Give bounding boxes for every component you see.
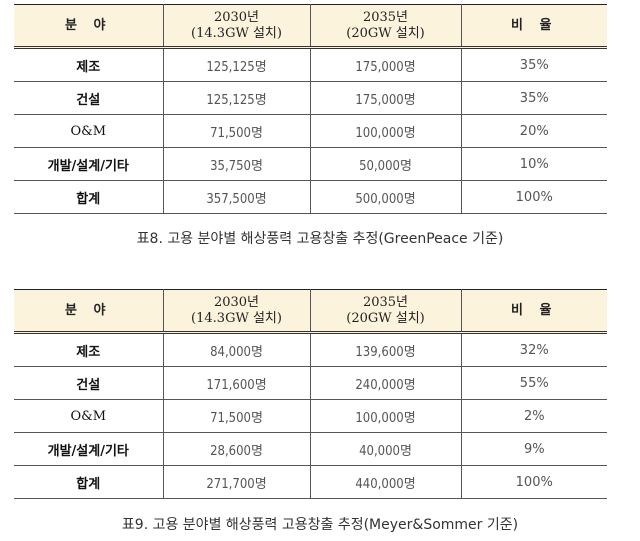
table-8-caption: 표8. 고용 분야별 해상풍력 고용창출 추정(GreenPeace 기준) (136, 231, 504, 247)
table-row: 건설 171,600명 240,000명 55% (14, 366, 607, 400)
cell-ratio: 100% (460, 180, 607, 214)
cell-ratio: 20% (460, 114, 607, 148)
cell-field: 개발/설계/기타 (14, 147, 164, 181)
table-row: O&M 71,500명 100,000명 2% (14, 399, 607, 433)
cell-2035: 100,000명 (309, 399, 462, 433)
cell-ratio: 35% (460, 81, 607, 115)
cell-field: O&M (14, 114, 164, 148)
cell-field: 건설 (14, 366, 164, 400)
cell-2030: 357,500명 (162, 180, 311, 214)
cell-ratio: 35% (460, 47, 607, 82)
header-2035: 2035년 (20GW 설치) (309, 289, 462, 334)
cell-2035: 139,600명 (309, 332, 462, 367)
header-row: 분 야 2030년 (14.3GW 설치) 2035년 (20GW 설치) 비 율 (14, 289, 607, 334)
table-row-total: 합계 271,700명 440,000명 100% (14, 465, 607, 499)
table-row: 제조 84,000명 139,600명 32% (14, 332, 607, 367)
cell-2035: 175,000명 (309, 81, 462, 115)
cell-2030: 125,125명 (162, 47, 311, 82)
header-2030: 2030년 (14.3GW 설치) (162, 289, 311, 334)
cell-2030: 71,500명 (162, 399, 311, 433)
header-field: 분 야 (14, 289, 164, 334)
table-row: O&M 71,500명 100,000명 20% (14, 114, 607, 148)
cell-ratio: 10% (460, 147, 607, 181)
cell-field: 합계 (14, 180, 164, 214)
cell-2030: 125,125명 (162, 81, 311, 115)
table-9-caption: 표9. 고용 분야별 해상풍력 고용창출 추정(Meyer&Sommer 기준) (121, 517, 519, 533)
table-row: 건설 125,125명 175,000명 35% (14, 81, 607, 115)
table-row: 제조 125,125명 175,000명 35% (14, 47, 607, 82)
cell-field: 개발/설계/기타 (14, 432, 164, 466)
cell-field: 건설 (14, 81, 164, 115)
table-row: 개발/설계/기타 28,600명 40,000명 9% (14, 432, 607, 466)
header-ratio: 비 율 (460, 289, 607, 334)
cell-2035: 500,000명 (309, 180, 462, 214)
table-row-total: 합계 357,500명 500,000명 100% (14, 180, 607, 214)
cell-2030: 28,600명 (162, 432, 311, 466)
cell-2035: 440,000명 (309, 465, 462, 499)
cell-field: 합계 (14, 465, 164, 499)
table-8: 분 야 2030년 (14.3GW 설치) 2035년 (20GW 설치) 비 율 … (14, 4, 607, 214)
cell-2035: 40,000명 (309, 432, 462, 466)
header-2035: 2035년 (20GW 설치) (309, 4, 462, 49)
cell-ratio: 32% (460, 332, 607, 367)
cell-2030: 171,600명 (162, 366, 311, 400)
cell-ratio: 55% (460, 366, 607, 400)
cell-field: O&M (14, 399, 164, 433)
cell-2030: 35,750명 (162, 147, 311, 181)
cell-2030: 71,500명 (162, 114, 311, 148)
cell-2035: 175,000명 (309, 47, 462, 82)
cell-2030: 271,700명 (162, 465, 311, 499)
table-row: 개발/설계/기타 35,750명 50,000명 10% (14, 147, 607, 181)
header-field: 분 야 (14, 4, 164, 49)
cell-field: 제조 (14, 47, 164, 82)
header-row: 분 야 2030년 (14.3GW 설치) 2035년 (20GW 설치) 비 율 (14, 4, 607, 49)
header-ratio: 비 율 (460, 4, 607, 49)
cell-2035: 240,000명 (309, 366, 462, 400)
cell-2035: 100,000명 (309, 114, 462, 148)
cell-field: 제조 (14, 332, 164, 367)
cell-ratio: 2% (460, 399, 607, 433)
table-9: 분 야 2030년 (14.3GW 설치) 2035년 (20GW 설치) 비 율 … (14, 289, 607, 499)
cell-2030: 84,000명 (162, 332, 311, 367)
header-2030: 2030년 (14.3GW 설치) (162, 4, 311, 49)
cell-ratio: 100% (460, 465, 607, 499)
cell-2035: 50,000명 (309, 147, 462, 181)
cell-ratio: 9% (460, 432, 607, 466)
